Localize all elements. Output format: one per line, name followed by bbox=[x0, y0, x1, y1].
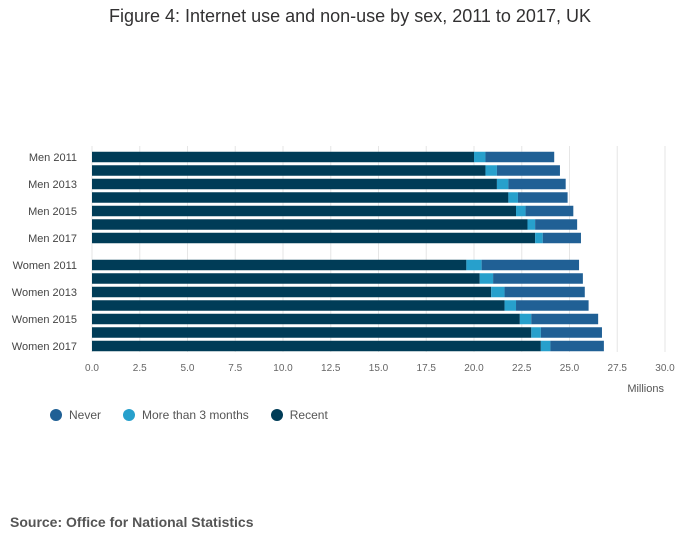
y-tick-label: Women 2015 bbox=[12, 314, 77, 326]
bar-recent bbox=[92, 313, 520, 325]
bar-recent bbox=[92, 259, 467, 271]
bar-never bbox=[493, 273, 583, 284]
x-tick-label: 25.0 bbox=[560, 363, 580, 374]
bar-more-than-3-months bbox=[516, 205, 526, 217]
bar-more-than-3-months bbox=[479, 273, 494, 284]
bar-more-than-3-months bbox=[496, 178, 509, 190]
bar-recent bbox=[92, 273, 480, 284]
bar-never bbox=[517, 192, 568, 203]
x-tick-label: 27.5 bbox=[608, 363, 628, 374]
bar-more-than-3-months bbox=[474, 151, 486, 163]
chart-title: Figure 4: Internet use and non-use by se… bbox=[109, 6, 591, 26]
bar-recent bbox=[92, 327, 532, 338]
y-tick-label: Women 2017 bbox=[12, 341, 77, 353]
legend-swatch bbox=[270, 409, 283, 421]
x-axis-title: Millions bbox=[627, 383, 664, 395]
bar-more-than-3-months bbox=[519, 313, 532, 325]
bar-recent bbox=[92, 151, 474, 163]
x-tick-label: 10.0 bbox=[273, 363, 293, 374]
legend-item[interactable]: Never bbox=[50, 408, 101, 422]
bar-more-than-3-months bbox=[504, 300, 517, 311]
bar-more-than-3-months bbox=[531, 327, 541, 338]
bar-recent bbox=[92, 232, 536, 244]
bar-more-than-3-months bbox=[491, 286, 505, 298]
x-tick-label: 17.5 bbox=[417, 363, 437, 374]
bar-never bbox=[496, 165, 560, 176]
x-tick-label: 22.5 bbox=[512, 363, 532, 374]
bar-recent bbox=[92, 340, 541, 352]
y-tick-label: Men 2015 bbox=[28, 206, 77, 218]
source-note: Source: Office for National Statistics bbox=[10, 514, 254, 530]
y-tick-label: Men 2013 bbox=[28, 179, 77, 191]
bars bbox=[92, 151, 604, 352]
x-tick-label: 12.5 bbox=[321, 363, 341, 374]
x-tick-label: 0.0 bbox=[85, 363, 99, 374]
bar-never bbox=[504, 286, 585, 298]
bar-more-than-3-months bbox=[535, 232, 543, 244]
x-tick-label: 30.0 bbox=[655, 363, 675, 374]
bar-never bbox=[542, 232, 581, 244]
y-tick-label: Men 2017 bbox=[28, 233, 77, 245]
x-tick-label: 20.0 bbox=[464, 363, 484, 374]
x-tick-label: 15.0 bbox=[369, 363, 389, 374]
bar-recent bbox=[92, 300, 505, 311]
y-tick-label: Women 2013 bbox=[12, 287, 77, 299]
bar-chart: Men 2011 Men 2013 Men 2015 Men 2017 Women 20… bbox=[12, 146, 675, 395]
bar-more-than-3-months bbox=[485, 165, 497, 176]
legend-label: Never bbox=[69, 408, 102, 422]
y-axis-labels: Men 2011 Men 2013 Men 2015 Men 2017 Women 20… bbox=[12, 152, 77, 353]
bar-never bbox=[550, 340, 604, 352]
y-tick-label: Men 2011 bbox=[29, 152, 77, 164]
bar-never bbox=[531, 313, 599, 325]
bar-never bbox=[481, 259, 580, 271]
bar-never bbox=[508, 178, 566, 190]
bar-recent bbox=[92, 192, 509, 203]
x-tick-label: 5.0 bbox=[181, 363, 195, 374]
bar-never bbox=[525, 205, 574, 217]
legend: Never More than 3 months Recent bbox=[50, 408, 328, 422]
bar-recent bbox=[92, 205, 517, 217]
x-tick-label: 2.5 bbox=[133, 363, 147, 374]
legend-item[interactable]: Recent bbox=[270, 408, 328, 422]
bar-recent bbox=[92, 178, 497, 190]
legend-swatch bbox=[123, 409, 136, 421]
bar-never bbox=[516, 300, 589, 311]
bar-more-than-3-months bbox=[527, 219, 536, 230]
x-tick-label: 7.5 bbox=[228, 363, 242, 374]
bar-recent bbox=[92, 219, 528, 230]
bar-recent bbox=[92, 165, 486, 176]
bar-more-than-3-months bbox=[466, 259, 482, 271]
y-tick-label: Women 2011 bbox=[13, 260, 77, 272]
bar-more-than-3-months bbox=[508, 192, 518, 203]
legend-swatch bbox=[50, 409, 62, 421]
bar-recent bbox=[92, 286, 492, 298]
legend-label: Recent bbox=[289, 408, 328, 422]
bar-never bbox=[535, 219, 578, 230]
bar-never bbox=[540, 327, 602, 338]
legend-label: More than 3 months bbox=[142, 408, 249, 422]
bar-more-than-3-months bbox=[540, 340, 551, 352]
x-axis-labels: 0.0 2.5 5.0 7.5 10.0 12.5 15.0 17.5 20.0 22.5 25.0… bbox=[85, 363, 675, 374]
legend-item[interactable]: More than 3 months bbox=[123, 408, 249, 422]
bar-never bbox=[485, 151, 555, 163]
